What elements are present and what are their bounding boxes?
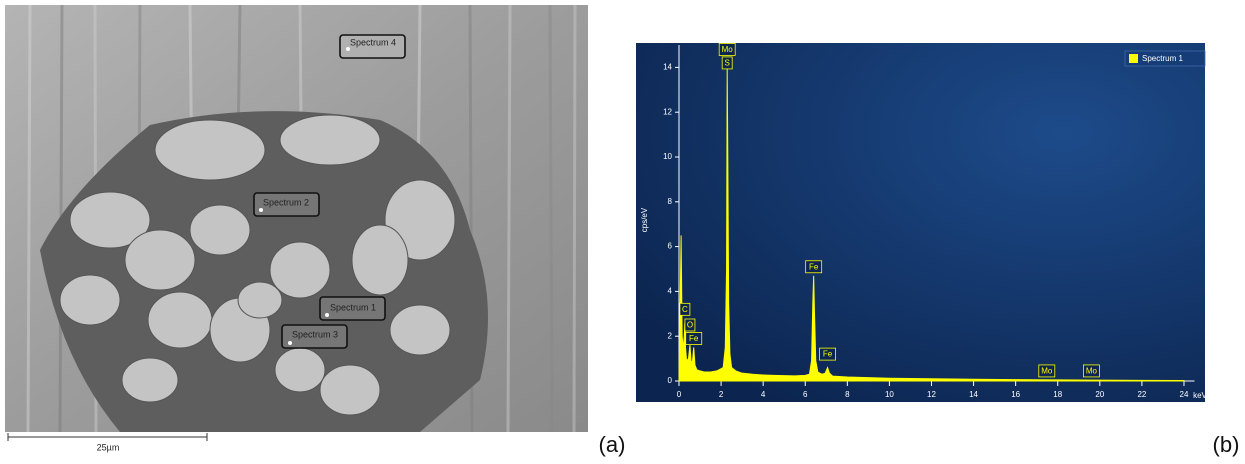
legend-swatch [1129, 54, 1138, 63]
x-tick-label: 8 [845, 390, 850, 399]
x-tick-label: 22 [1137, 390, 1146, 399]
y-tick-label: 12 [663, 107, 672, 116]
x-tick-label: 20 [1095, 390, 1104, 399]
peak-label: Mo [1086, 367, 1098, 376]
y-tick-label: 6 [668, 242, 673, 251]
peak-label: C [682, 305, 688, 314]
spectrum-label: Spectrum 1 [330, 302, 376, 312]
x-tick-label: 10 [885, 390, 894, 399]
x-tick-label: 0 [677, 390, 682, 399]
peak-label: Fe [823, 350, 833, 359]
x-tick-label: 16 [1011, 390, 1020, 399]
peak-label: Fe [689, 334, 699, 343]
spectrum-label: Spectrum 2 [263, 197, 309, 207]
sem-image: Spectrum 4 Spectrum 2 Spectrum 1 Spectru… [5, 5, 588, 432]
figure-canvas: Spectrum 4 Spectrum 2 Spectrum 1 Spectru… [0, 0, 1245, 464]
x-tick-label: 18 [1053, 390, 1062, 399]
y-tick-label: 0 [668, 376, 673, 385]
scale-bar [8, 433, 207, 441]
panel-label: (b) [1213, 432, 1240, 457]
y-tick-label: 8 [668, 197, 673, 206]
spectrum-label: Spectrum 3 [292, 329, 338, 339]
x-tick-label: 14 [969, 390, 978, 399]
x-tick-label: 6 [803, 390, 808, 399]
figure: Spectrum 4 Spectrum 2 Spectrum 1 Spectru… [0, 0, 1245, 464]
peak-label: S [725, 59, 730, 68]
x-tick-label: 12 [927, 390, 936, 399]
panel-label: (a) [599, 432, 626, 457]
x-tick-label: 2 [719, 390, 724, 399]
peak-label: Fe [809, 262, 819, 271]
peak-label: Mo [722, 45, 734, 54]
y-tick-label: 4 [668, 287, 673, 296]
y-tick-label: 2 [668, 331, 673, 340]
legend-label: Spectrum 1 [1142, 54, 1183, 63]
scale-bar-label: 25µm [97, 442, 120, 452]
x-tick-label: 4 [761, 390, 766, 399]
peak-label: Mo [1041, 367, 1053, 376]
spectrum-label: Spectrum 4 [350, 37, 396, 47]
x-axis-label: keV [1193, 391, 1207, 400]
x-tick-label: 24 [1180, 390, 1189, 399]
chart-background [636, 43, 1205, 402]
peak-label: O [687, 321, 693, 330]
y-tick-label: 14 [663, 63, 672, 72]
y-tick-label: 10 [663, 152, 672, 161]
y-axis-label: cps/eV [640, 207, 649, 232]
